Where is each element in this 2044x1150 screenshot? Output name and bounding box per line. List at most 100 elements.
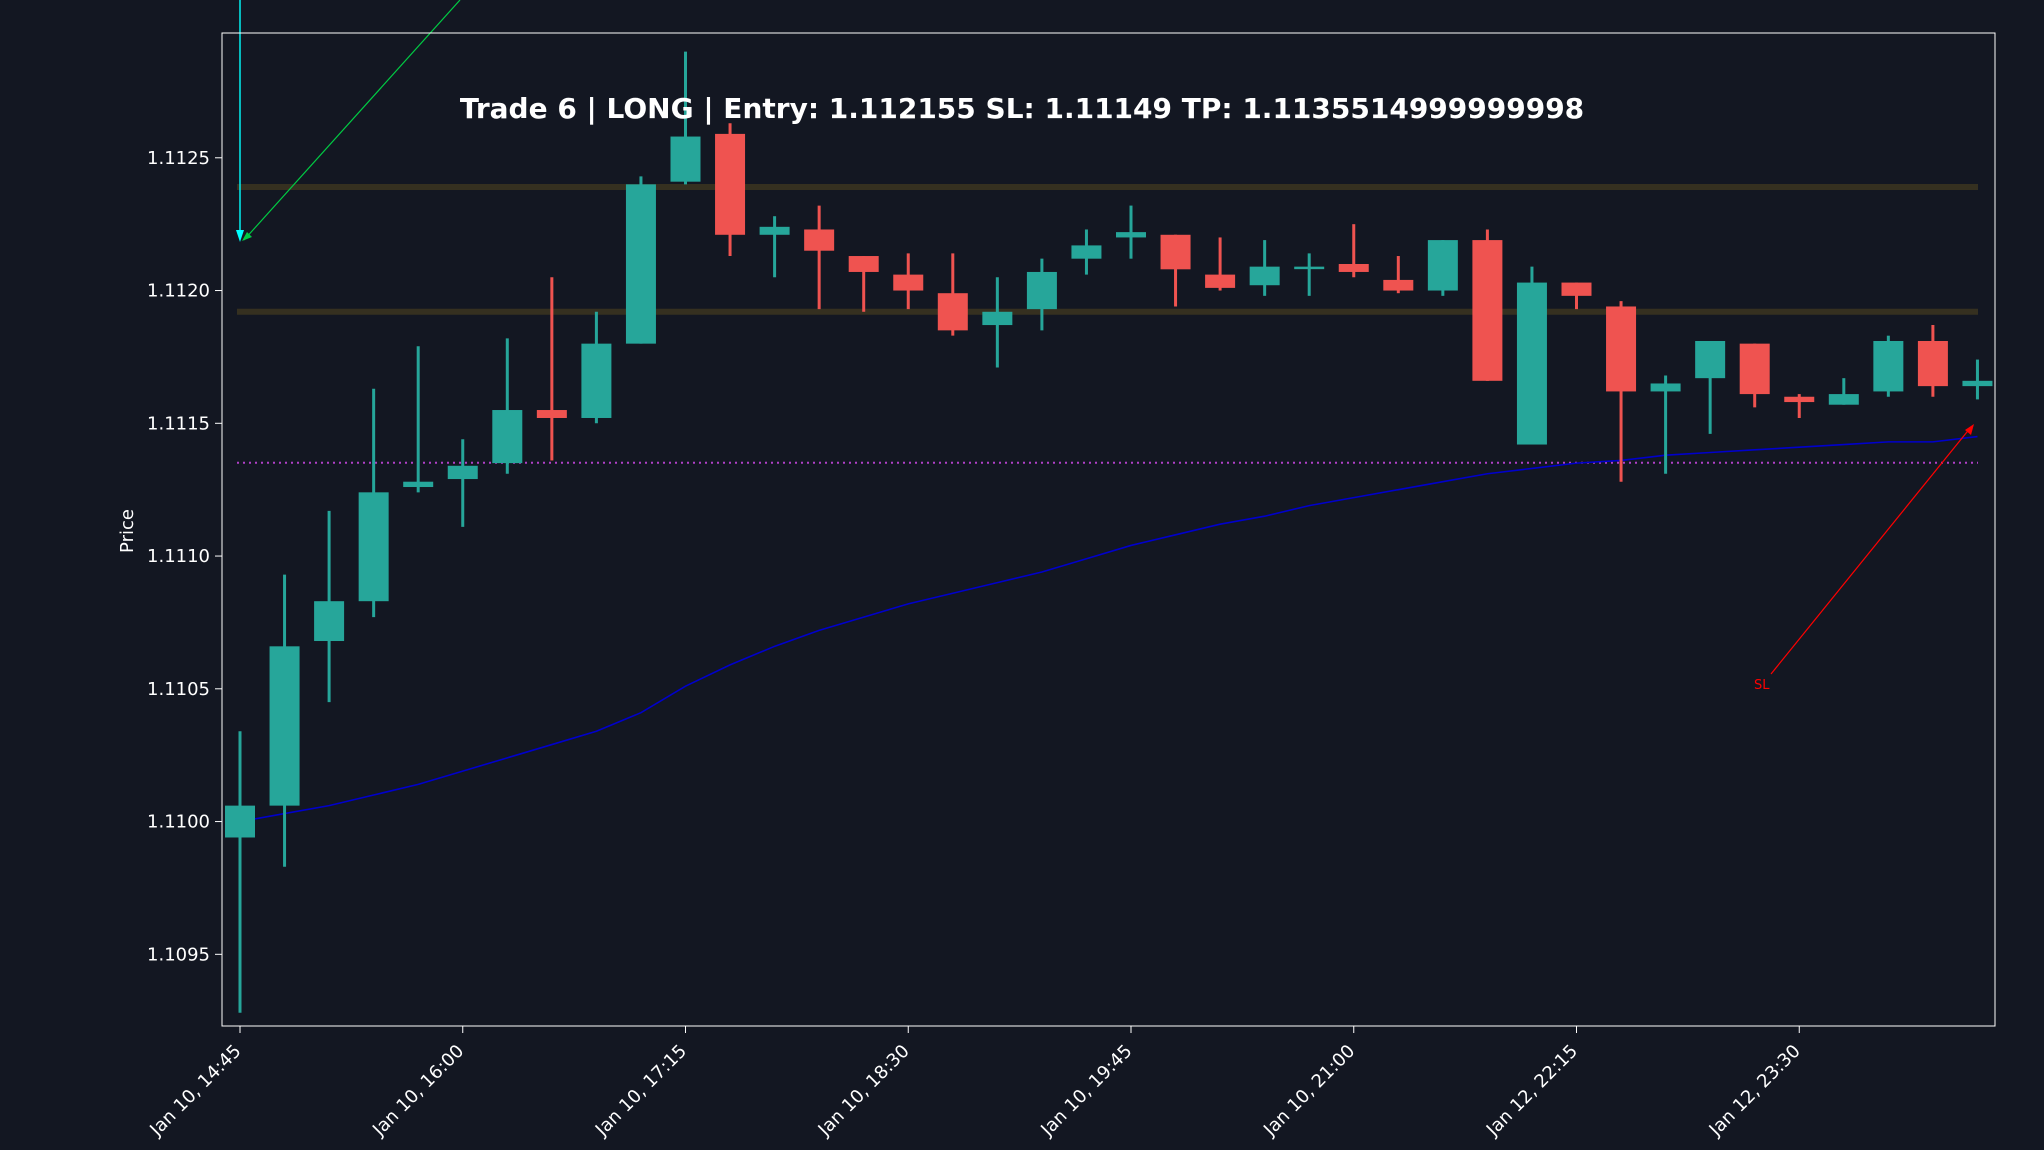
candle-body [1561,282,1592,296]
candle [1561,282,1592,310]
candle [670,51,701,185]
ema-line [239,435,1978,823]
candle [314,510,345,703]
candle [1606,301,1637,482]
y-tick-label: 1.1095 [147,944,210,965]
candle-body [536,410,567,418]
candle-body [314,601,345,642]
candle [1249,240,1280,296]
ema-group [239,435,1978,823]
level-bands [237,183,1978,315]
candle [1294,253,1325,296]
candle [1784,394,1815,418]
candle-body [1650,383,1681,392]
candle [1116,205,1146,259]
candle [759,216,790,278]
candle [937,253,968,336]
candle-body [804,229,835,251]
candle-body [1205,274,1236,288]
candle-body [625,184,656,344]
candle [225,731,255,1013]
y-axis-label: Price [117,509,138,553]
candle-body [1383,279,1414,291]
candle [1338,224,1369,278]
candle-body [848,256,879,272]
candle [1873,335,1904,397]
sl-annotation-label: SL [1754,678,1770,693]
y-tick-label: 1.1120 [147,281,210,302]
candle [403,346,434,493]
candle-body [1427,240,1458,291]
candle [492,338,523,474]
candles-group [225,51,1993,1013]
candle-body [225,805,255,838]
candle-body [893,274,924,291]
candle-body [1695,340,1726,379]
candle [1828,378,1859,405]
candle [1739,343,1770,408]
candle [1383,256,1414,294]
trade-arrows: SL [236,0,1974,693]
y-tick-label: 1.1125 [147,148,210,169]
candle-body [1873,340,1904,392]
y-tick-label: 1.1105 [147,679,210,700]
candle-body [759,226,790,235]
candle [848,256,879,312]
candle [1917,325,1948,397]
candle-body [1249,266,1280,286]
candle-body [1962,380,1993,387]
y-tick-label: 1.1110 [147,546,210,567]
y-tick-label: 1.1100 [147,812,210,833]
plot-frame [221,32,1996,1027]
entry-arrow-head [242,232,252,241]
candle-body [403,481,434,488]
candle [269,574,300,867]
candle-body [1917,340,1948,387]
candle-body [982,311,1013,326]
candle [536,277,567,461]
candle-body [1294,266,1325,270]
candle [1695,340,1726,434]
candle-body [1472,240,1503,381]
candle [358,388,389,618]
candle [804,205,835,310]
candle-body [358,492,389,602]
candle [1650,375,1681,474]
candle-body [1516,282,1547,445]
candle [581,311,612,424]
candle [715,123,746,257]
start-arrow-head [236,230,244,242]
candle-body [581,343,612,418]
chart-title: Trade 6 | LONG | Entry: 1.112155 SL: 1.1… [460,92,1584,125]
candle-body [492,410,523,464]
candle [893,253,924,310]
candle [447,439,478,527]
candle-body [715,133,746,235]
sl-arrow-head [1965,424,1974,435]
candle [1427,240,1458,296]
candle-body [447,465,478,480]
candle-body [269,646,300,806]
y-tick-label: 1.1115 [147,413,210,434]
candle-body [1026,271,1057,310]
candle-body [1160,234,1191,270]
candle [1516,266,1547,445]
candle [982,277,1013,368]
candle [1472,229,1503,381]
y-axis: 1.1095 1.1100 1.1105 1.1110 1.1115 1.1120 1.11… [147,148,222,965]
candle-body [1338,263,1369,272]
candle-body [670,136,701,182]
candle [1026,258,1057,331]
candle-body [1606,306,1637,392]
candle-body [1739,343,1770,395]
candle [1160,234,1191,307]
candle-body [1828,394,1859,405]
sl-arrow-line [1770,426,1972,675]
candle-body [937,293,968,331]
candle [1071,229,1102,275]
candle [1205,237,1236,291]
entry-arrow-line [243,0,461,241]
candle-body [1071,245,1102,259]
